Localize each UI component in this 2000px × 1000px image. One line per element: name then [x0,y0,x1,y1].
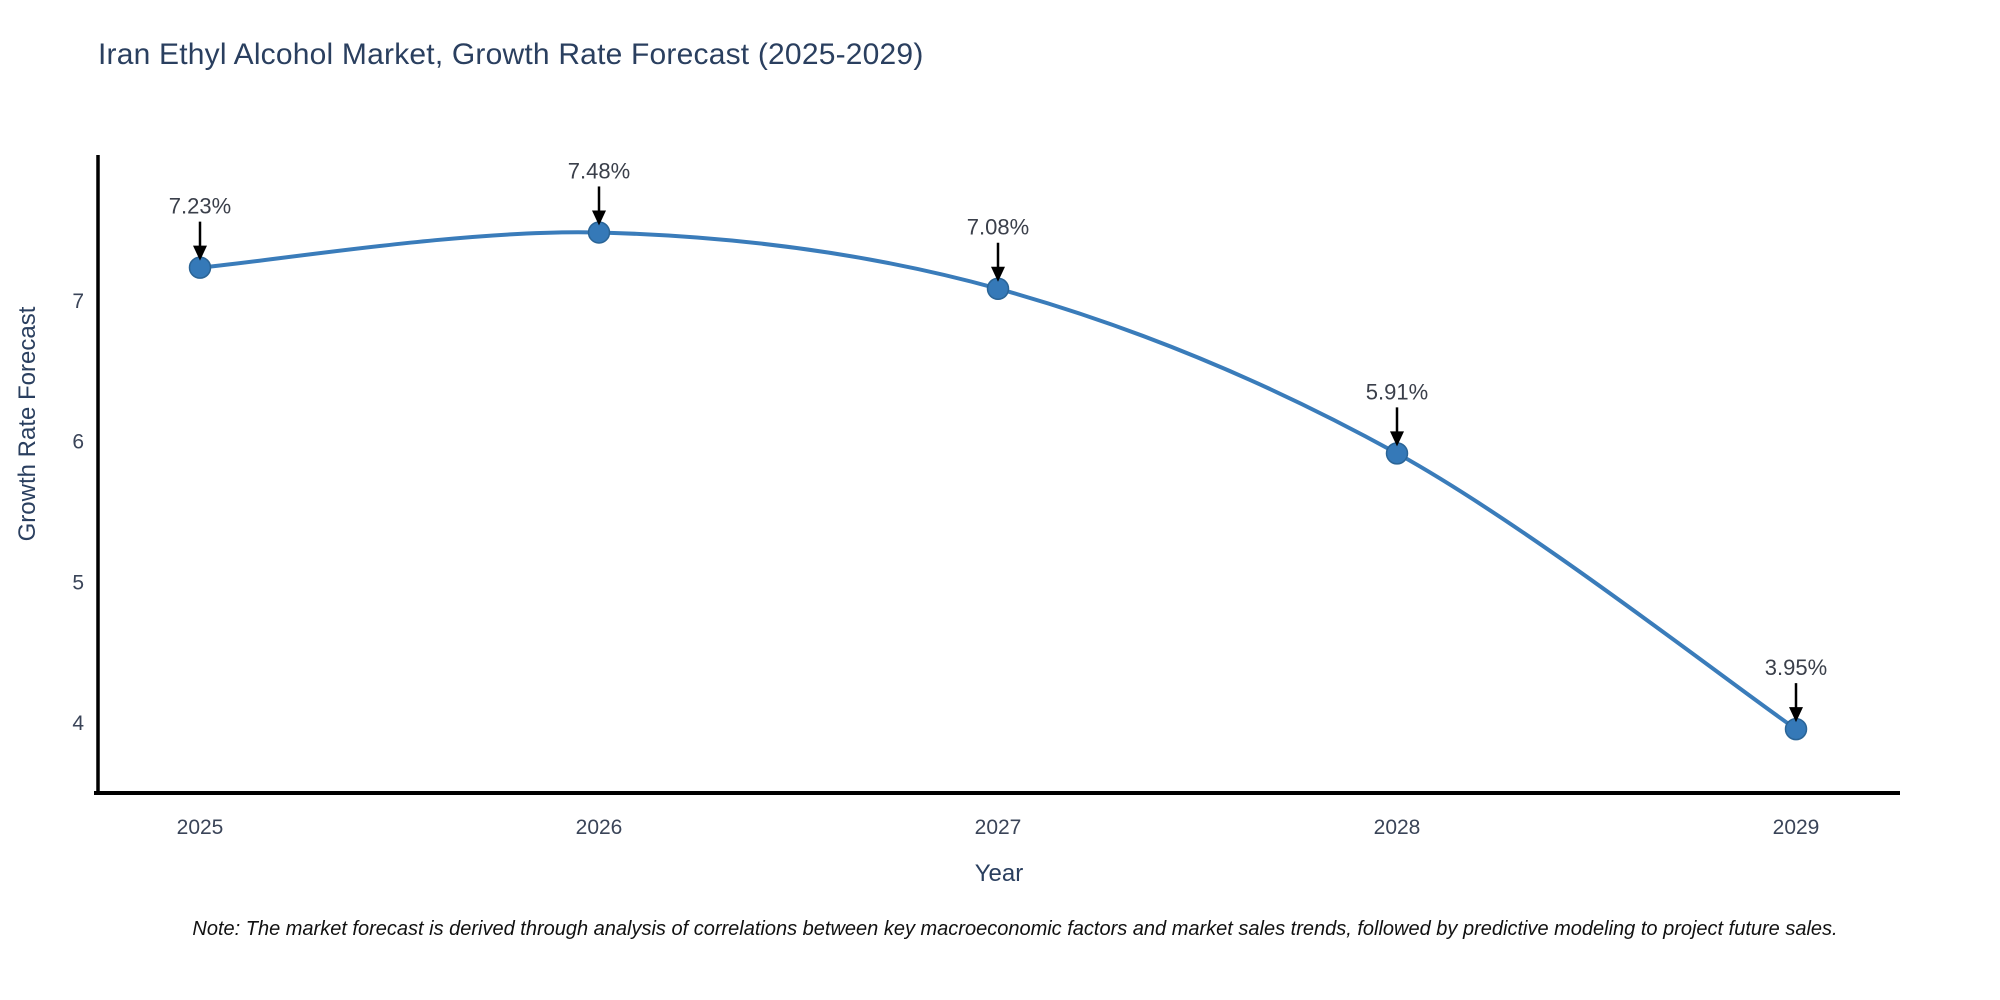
annotation-arrowhead-icon [1789,707,1803,723]
data-point-label: 3.95% [1765,655,1827,680]
data-point-label: 7.48% [568,158,630,183]
y-tick-label: 6 [72,431,84,454]
y-axis-title: Growth Rate Forecast [14,306,41,542]
chart-title: Iran Ethyl Alcohol Market, Growth Rate F… [98,38,924,71]
y-tick-label: 5 [72,571,84,594]
x-tick-label: 2029 [1773,816,1820,839]
annotation-arrowhead-icon [193,245,207,261]
x-tick-label: 2025 [177,816,224,839]
annotation-arrowhead-icon [592,210,606,226]
annotation-arrowhead-icon [1390,431,1404,447]
y-tick-label: 7 [72,290,84,313]
forecast-line [198,230,1798,732]
annotation-arrowhead-icon [991,266,1005,282]
data-point-label: 5.91% [1366,379,1428,404]
x-tick-label: 2028 [1374,816,1421,839]
footnote: Note: The market forecast is derived thr… [192,918,1838,940]
x-tick-label: 2026 [576,816,623,839]
x-tick-label: 2027 [975,816,1022,839]
data-point-label: 7.23% [169,194,231,219]
y-tick-label: 4 [72,712,84,735]
x-axis-title: Year [974,860,1024,887]
data-point-label: 7.08% [967,215,1029,240]
